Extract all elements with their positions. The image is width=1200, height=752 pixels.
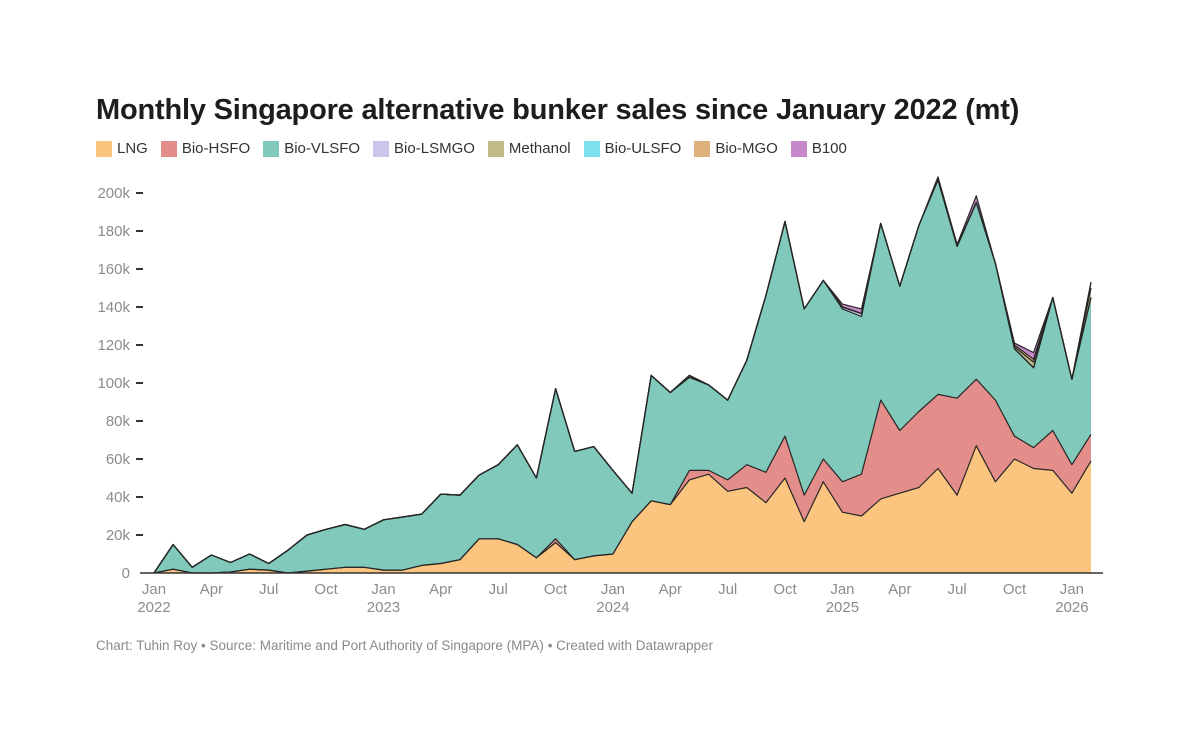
area-outline-b100 (153, 176, 1092, 574)
legend-label: Bio-LSMGO (394, 140, 475, 157)
legend-swatch (263, 140, 280, 157)
area-bio-hsfo (154, 379, 1091, 573)
x-tick-label: Apr (429, 581, 452, 598)
x-tick-label: Jul (948, 581, 967, 598)
chart-footer: Chart: Tuhin Roy • Source: Maritime and … (96, 638, 713, 653)
legend-item-bio-vlsfo: Bio-VLSFO (263, 140, 360, 157)
legend-swatch (96, 140, 112, 157)
area-lng (154, 445, 1091, 573)
y-tick-label: 160k (97, 261, 130, 278)
legend-label: Bio-ULSFO (604, 140, 682, 157)
y-tick-label: 100k (97, 375, 130, 392)
y-tick-label: 180k (97, 223, 130, 240)
legend-swatch (583, 140, 600, 157)
x-tick-label: Apr (200, 581, 223, 598)
legend-swatch (694, 140, 711, 157)
x-tick-label: Jan (371, 581, 395, 598)
x-tick-year-label: 2025 (826, 599, 859, 616)
area-outline-group (153, 176, 1092, 574)
legend-item-bio-hsfo: Bio-HSFO (160, 140, 251, 157)
legend-swatch (790, 140, 807, 157)
footer-source: Source: Maritime and Port Authority of S… (209, 638, 544, 653)
legend-item-bio-mgo: Bio-MGO (694, 140, 778, 157)
legend-label: B100 (811, 140, 847, 157)
y-tick-label: 80k (106, 413, 131, 430)
y-axis-ticks: 0 20k 40k 60k 80k 100k 120k 140k 160k 180k 200k (97, 185, 143, 582)
footer-separator: • (197, 638, 210, 653)
y-tick-label: 60k (106, 451, 131, 468)
legend-item-bio-ulsfo: Bio-ULSFO (583, 140, 682, 157)
x-tick-label: Oct (544, 581, 568, 598)
x-tick-year-label: 2024 (596, 599, 629, 616)
area-bio-vlsfo (154, 179, 1091, 573)
y-tick-label: 140k (97, 299, 130, 316)
x-tick-year-label: 2026 (1055, 599, 1088, 616)
x-tick-label: Jul (718, 581, 737, 598)
x-tick-label: Jul (489, 581, 508, 598)
x-tick-label: Apr (888, 581, 911, 598)
x-tick-label: Jul (259, 581, 278, 598)
x-tick-label: Jan (601, 581, 625, 598)
x-tick-label: Jan (142, 581, 166, 598)
legend-item-b100: B100 (790, 140, 847, 157)
x-tick-label: Oct (773, 581, 797, 598)
area-outline-bio-hsfo (153, 378, 1092, 574)
y-tick-label: 200k (97, 185, 130, 202)
legend-swatch (160, 140, 177, 157)
x-tick-label: Jan (830, 581, 854, 598)
footer-credit: Chart: Tuhin Roy (96, 638, 198, 653)
legend-label: LNG (117, 140, 148, 157)
legend-item-lng: LNG (96, 140, 148, 157)
area-series-group (154, 176, 1091, 573)
legend-label: Methanol (508, 140, 571, 157)
chart-title: Monthly Singapore alternative bunker sal… (96, 94, 1020, 126)
chart-legend: LNG Bio-HSFO Bio-VLSFO Bio-LSMGO Methanol Bio… (96, 140, 860, 157)
x-tick-label: Jan (1060, 581, 1084, 598)
y-tick-label: 0 (122, 565, 130, 582)
legend-swatch (487, 140, 504, 157)
y-tick-label: 20k (106, 527, 131, 544)
x-tick-year-label: 2023 (367, 599, 400, 616)
legend-label: Bio-MGO (715, 140, 778, 157)
x-tick-year-label: 2022 (137, 599, 170, 616)
x-tick-label: Apr (659, 581, 682, 598)
x-tick-label: Oct (314, 581, 338, 598)
footer-tool: Created with Datawrapper (556, 638, 713, 653)
legend-swatch (373, 140, 390, 157)
legend-label: Bio-VLSFO (284, 140, 361, 157)
x-tick-label: Oct (1003, 581, 1027, 598)
legend-label: Bio-HSFO (181, 140, 251, 157)
legend-item-bio-lsmgo: Bio-LSMGO (373, 140, 475, 157)
y-tick-label: 40k (106, 489, 131, 506)
legend-item-methanol: Methanol (487, 140, 571, 157)
y-tick-label: 120k (97, 337, 130, 354)
footer-separator: • (543, 638, 557, 653)
